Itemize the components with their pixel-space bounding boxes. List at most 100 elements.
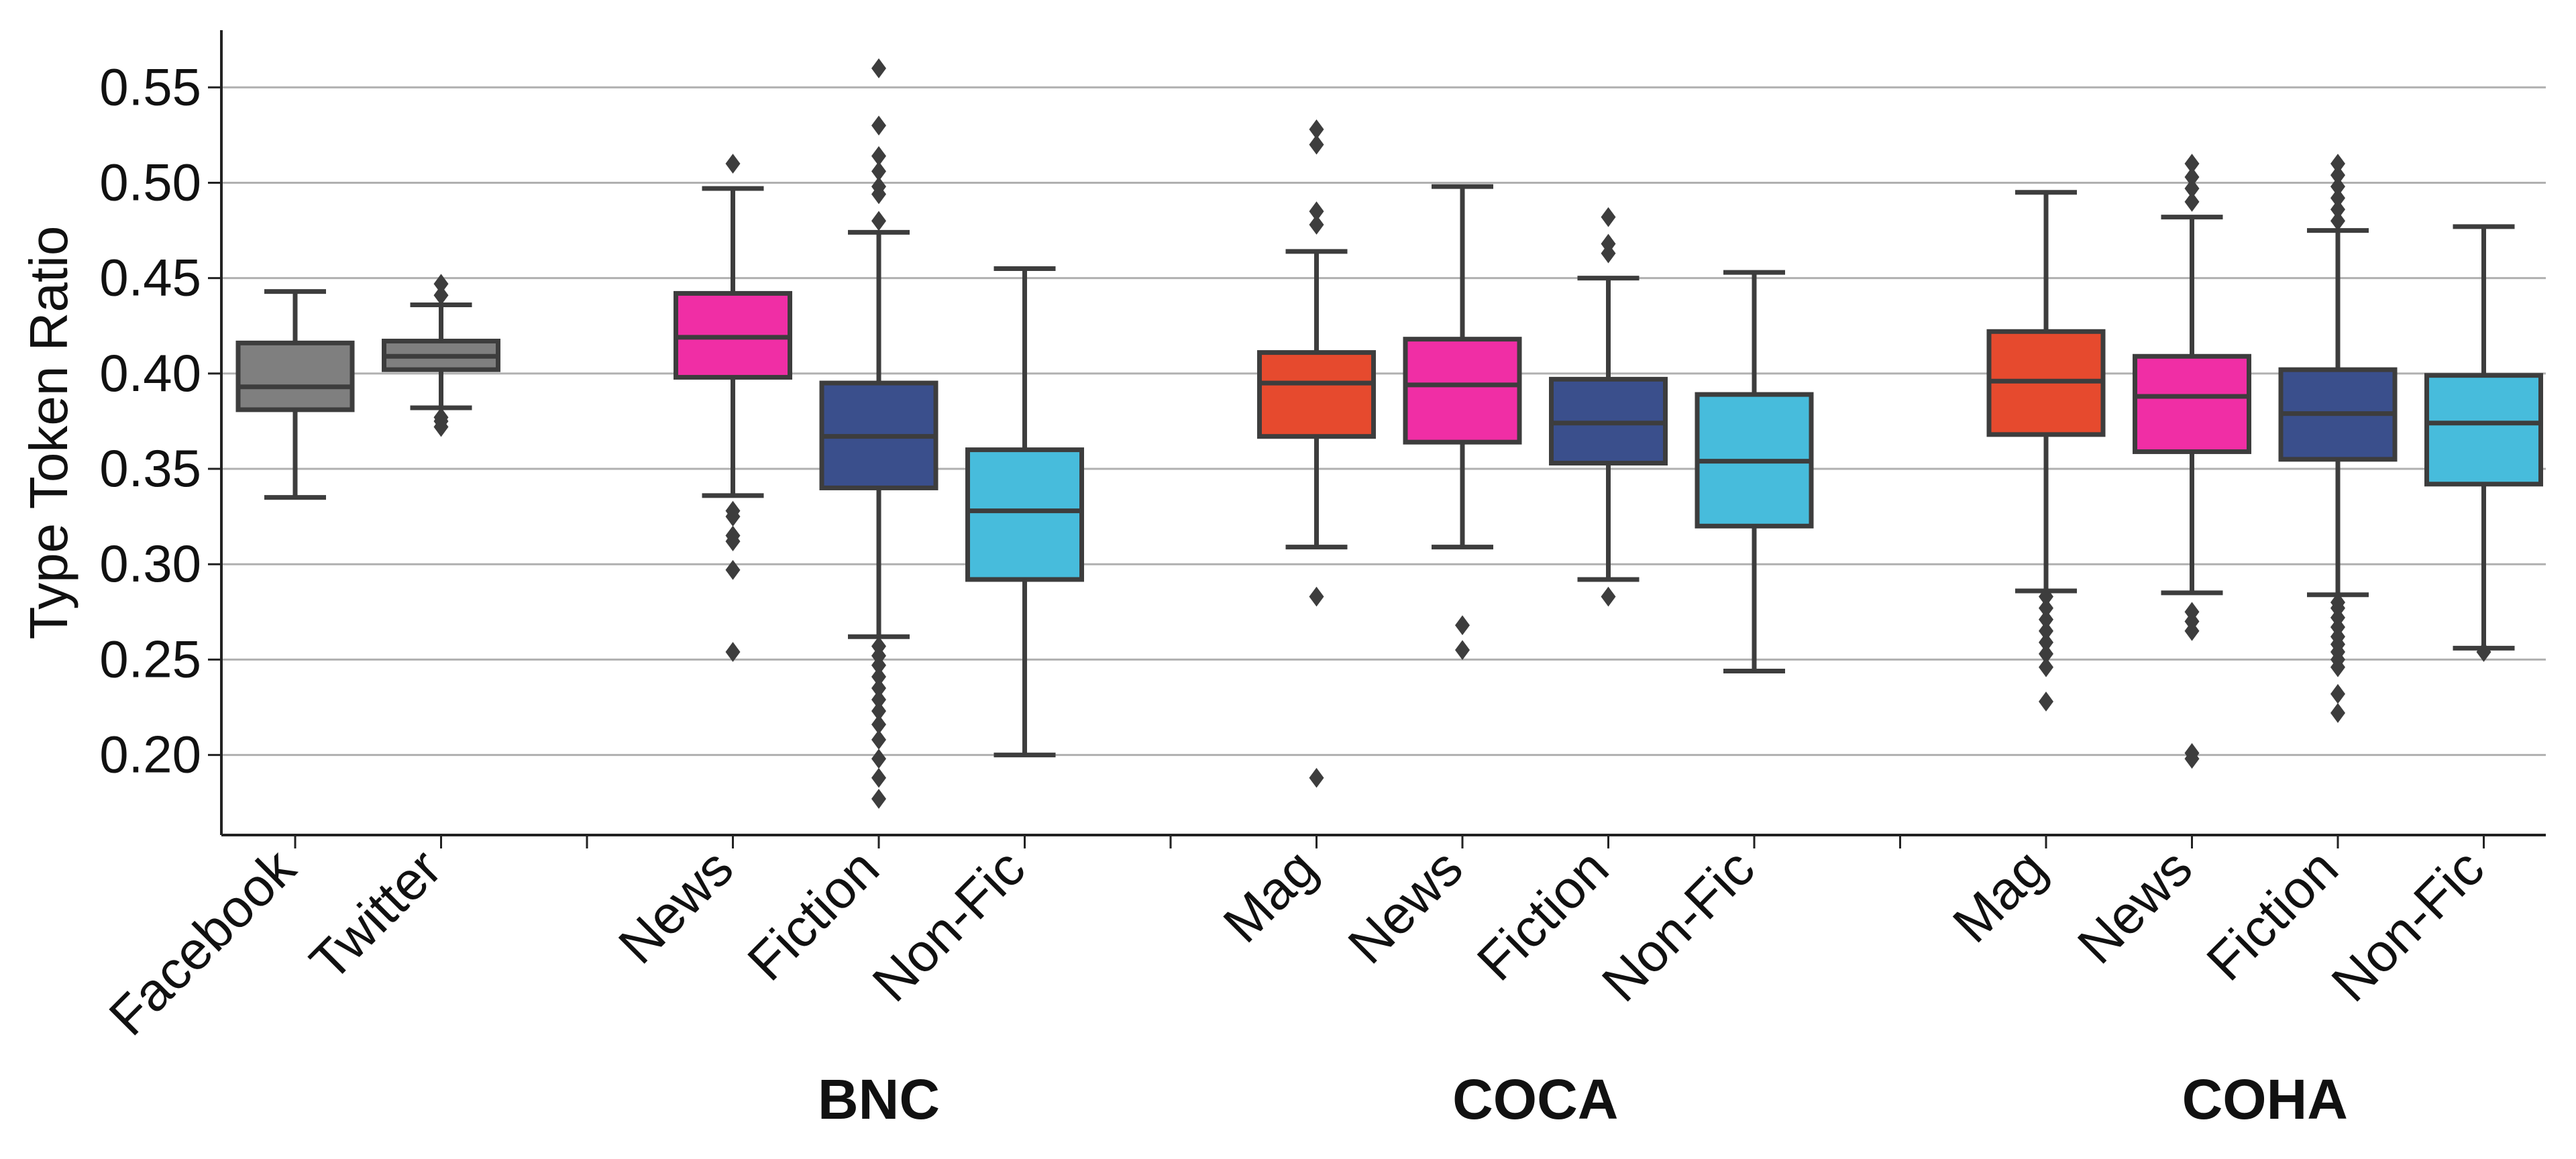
flier-point — [2330, 165, 2345, 185]
flier-point — [871, 636, 886, 657]
flier-point — [2039, 632, 2053, 653]
group-label-bnc: BNC — [818, 1068, 940, 1131]
flier-point — [871, 146, 886, 166]
group-label-coha: COHA — [2182, 1068, 2348, 1131]
box-mag-5 — [1257, 119, 1376, 788]
x-tick-label: Mag — [1212, 838, 1328, 954]
box-iqr — [1403, 337, 1522, 445]
axes — [208, 30, 2546, 848]
flier-point — [1309, 215, 1324, 235]
y-tick-label: 0.35 — [99, 439, 201, 498]
flier-point — [433, 274, 449, 294]
box-news-2 — [674, 154, 792, 662]
y-tick-label: 0.40 — [99, 343, 201, 402]
group-label-coca: COCA — [1452, 1068, 1618, 1131]
flier-point — [871, 701, 886, 722]
box-non-fic-12 — [2424, 224, 2543, 662]
flier-point — [2330, 188, 2345, 209]
flier-point — [1455, 615, 1470, 636]
y-axis-label: Type Token Ratio — [19, 226, 78, 640]
flier-point — [2330, 703, 2345, 723]
flier-point — [1455, 640, 1470, 661]
box-mag-9 — [1986, 190, 2106, 712]
flier-point — [2039, 609, 2053, 630]
flier-point — [1601, 586, 1616, 607]
box-iqr — [2133, 353, 2251, 454]
y-tick-label: 0.45 — [99, 248, 201, 307]
box-fiction-7 — [1549, 207, 1668, 607]
flier-point — [2039, 586, 2053, 607]
flier-point — [871, 176, 886, 197]
flier-point — [2039, 644, 2053, 664]
flier-point — [2039, 692, 2053, 712]
flier-point — [2330, 592, 2345, 612]
flier-point — [1309, 119, 1324, 140]
flier-point — [2330, 154, 2345, 174]
flier-point — [2330, 176, 2345, 197]
grid-lines — [221, 86, 2546, 757]
flier-point — [1309, 201, 1324, 221]
flier-point — [433, 407, 449, 428]
y-tick-label: 0.55 — [99, 57, 201, 116]
flier-point — [2039, 598, 2053, 618]
box-fiction-3 — [819, 58, 938, 809]
x-tick-label: Mag — [1941, 838, 2057, 954]
flier-point — [871, 689, 886, 710]
flier-point — [871, 58, 886, 78]
flier-point — [725, 500, 741, 521]
flier-point — [871, 678, 886, 698]
x-tick-label: Facebook — [98, 837, 307, 1046]
flier-point — [871, 667, 886, 687]
x-tick-label: News — [1337, 838, 1474, 975]
flier-point — [725, 642, 741, 662]
x-tick-label: Non-Fic — [861, 838, 1036, 1013]
box-iqr — [235, 340, 355, 412]
box-iqr — [1257, 350, 1376, 439]
labels: 0.20 0.25 0.30 0.35 0.40 0.45 0.50 0.55 Type Tok… — [19, 57, 2496, 1131]
flier-point — [871, 749, 886, 769]
y-tick-label: 0.25 — [99, 629, 201, 688]
flier-point — [871, 729, 886, 750]
box-non-fic-8 — [1695, 270, 1814, 673]
flier-point — [2184, 742, 2200, 763]
box-iqr — [965, 447, 1084, 582]
flier-point — [725, 559, 741, 580]
y-tick-label: 0.20 — [99, 725, 201, 784]
flier-point — [1601, 207, 1616, 227]
flier-point — [871, 211, 886, 231]
flier-point — [725, 154, 741, 174]
box-iqr — [2424, 373, 2543, 487]
x-tick-label: News — [2066, 838, 2203, 975]
flier-point — [2184, 154, 2200, 174]
flier-point — [2184, 178, 2200, 199]
box-twitter-1 — [382, 274, 500, 437]
flier-point — [2476, 642, 2491, 662]
y-tick-label: 0.50 — [99, 152, 201, 211]
boxes — [235, 58, 2543, 809]
box-fiction-11 — [2278, 154, 2398, 723]
flier-point — [1309, 767, 1324, 788]
x-tick-label: Non-Fic — [2320, 838, 2496, 1013]
flier-point — [725, 525, 741, 546]
flier-point — [871, 714, 886, 734]
box-facebook-0 — [235, 289, 355, 500]
flier-point — [871, 115, 886, 136]
flier-point — [871, 161, 886, 182]
flier-point — [1601, 233, 1616, 254]
flier-point — [1309, 586, 1324, 607]
flier-point — [2330, 683, 2345, 704]
flier-point — [2184, 167, 2200, 187]
flier-point — [2039, 657, 2053, 677]
x-tick-label: Non-Fic — [1591, 838, 1766, 1013]
flier-point — [2184, 192, 2200, 212]
box-news-6 — [1403, 184, 1522, 661]
flier-point — [433, 285, 449, 306]
box-non-fic-4 — [965, 266, 1084, 758]
flier-point — [2039, 620, 2053, 641]
x-tick-label: Twitter — [299, 838, 453, 992]
flier-point — [871, 789, 886, 809]
flier-point — [2184, 602, 2200, 622]
flier-point — [871, 767, 886, 788]
box-news-10 — [2133, 154, 2251, 769]
